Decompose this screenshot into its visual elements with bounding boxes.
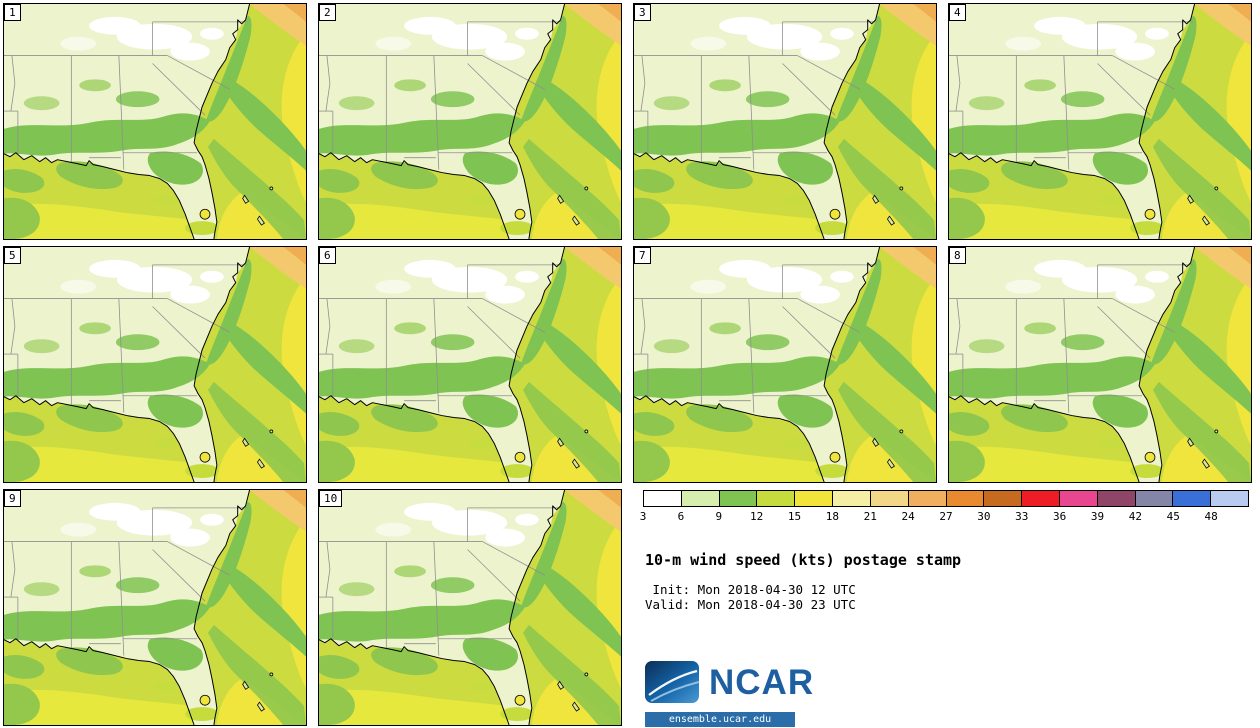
- colorbar-tick-label: 48: [1204, 510, 1218, 523]
- panel-number: 2: [319, 4, 336, 21]
- wind-speed-map: [949, 4, 1251, 239]
- panel-number: 10: [319, 490, 343, 507]
- wind-speed-map: [319, 490, 621, 725]
- wind-speed-map: [319, 4, 621, 239]
- init-time: Init: Mon 2018-04-30 12 UTC: [645, 582, 856, 597]
- ncar-logo: NCAR: [645, 661, 814, 703]
- panel-number: 9: [4, 490, 21, 507]
- wind-speed-map: [4, 490, 306, 725]
- valid-time: Valid: Mon 2018-04-30 23 UTC: [645, 597, 856, 612]
- colorbar-segment: [644, 491, 682, 506]
- colorbar-tick-label: 21: [863, 510, 877, 523]
- wind-speed-map: [634, 4, 936, 239]
- colorbar-segment: [833, 491, 871, 506]
- colorbar-segment: [870, 491, 909, 506]
- forecast-panel: 1: [3, 3, 307, 240]
- colorbar-tick-label: 39: [1090, 510, 1105, 523]
- colorbar-segment: [946, 491, 985, 506]
- wind-speed-map: [949, 247, 1251, 482]
- forecast-panel: 5: [3, 246, 307, 483]
- colorbar-tick-label: 15: [787, 510, 802, 523]
- colorbar-tick-label: 6: [677, 510, 685, 523]
- colorbar-segment: [795, 491, 834, 506]
- wind-speed-map: [4, 4, 306, 239]
- panel-number: 5: [4, 247, 21, 264]
- ncar-logo-text: NCAR: [709, 662, 815, 702]
- colorbar-segment: [719, 491, 758, 506]
- colorbar-ticks: 3 6 9 12 15 18 21 24 27 30 33 36 39 42 45 48: [639, 510, 1249, 524]
- wind-speed-map: [319, 247, 621, 482]
- colorbar-segment: [1211, 491, 1248, 506]
- forecast-panel: 2: [318, 3, 622, 240]
- forecast-panel: 10: [318, 489, 622, 726]
- wind-speed-map: [634, 247, 936, 482]
- colorbar-segment: [908, 491, 947, 506]
- colorbar-tick-label: 30: [977, 510, 991, 523]
- colorbar-segment: [1097, 491, 1136, 506]
- colorbar-tick-label: 33: [1015, 510, 1029, 523]
- panel-number: 3: [634, 4, 651, 21]
- forecast-panel: 3: [633, 3, 937, 240]
- figure-title: 10-m wind speed (kts) postage stamp: [645, 551, 962, 569]
- colorbar-tick-label: 24: [901, 510, 915, 523]
- colorbar-segment: [757, 491, 796, 506]
- panel-number: 6: [319, 247, 336, 264]
- colorbar-tick-label: 3: [639, 510, 647, 523]
- colorbar-segment: [1135, 491, 1174, 506]
- colorbar-segment: [1059, 491, 1098, 506]
- colorbar-tick-label: 36: [1053, 510, 1067, 523]
- panel-number: 7: [634, 247, 651, 264]
- forecast-panel: 7: [633, 246, 937, 483]
- colorbar-tick-label: 18: [825, 510, 839, 523]
- panel-grid: 1 2 3 4 5 6 7 8 9 10: [3, 3, 1252, 726]
- wind-speed-map: [4, 247, 306, 482]
- website-url: ensemble.ucar.edu: [668, 714, 772, 725]
- colorbar-segment: [1022, 491, 1060, 506]
- forecast-panel: 6: [318, 246, 622, 483]
- ncar-logo-icon: [645, 661, 699, 703]
- colorbar-segment: [1173, 491, 1212, 506]
- colorbar-tick-label: 45: [1166, 510, 1180, 523]
- colorbar-tick-label: 12: [750, 510, 764, 523]
- panel-number: 4: [949, 4, 966, 21]
- panel-number: 8: [949, 247, 966, 264]
- colorbar: [643, 490, 1249, 507]
- colorbar-tick-label: 9: [715, 510, 723, 523]
- forecast-panel: 4: [948, 3, 1252, 240]
- website-banner: ensemble.ucar.edu: [645, 712, 795, 727]
- forecast-panel: 8: [948, 246, 1252, 483]
- colorbar-tick-label: 27: [939, 510, 953, 523]
- forecast-panel: 9: [3, 489, 307, 726]
- legend: 3 6 9 12 15 18 21 24 27 30 33 36 39 42 45 48 10-m wind …: [633, 489, 1253, 728]
- colorbar-segment: [984, 491, 1023, 506]
- colorbar-segment: [681, 491, 720, 506]
- panel-number: 1: [4, 4, 21, 21]
- colorbar-tick-label: 42: [1128, 510, 1142, 523]
